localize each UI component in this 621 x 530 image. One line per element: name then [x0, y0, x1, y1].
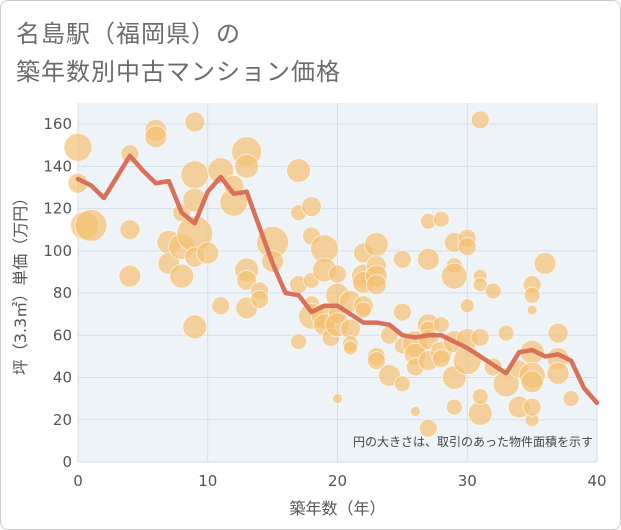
bubble-point: [445, 398, 463, 416]
bubble-point: [196, 241, 220, 265]
bubble-point: [562, 390, 580, 408]
bubble-point: [393, 375, 411, 393]
x-tick-label: 40: [587, 472, 606, 490]
x-tick-label: 10: [198, 472, 217, 490]
bubble-point: [119, 219, 141, 241]
x-axis-title: 築年数（年）: [289, 499, 385, 518]
bubble-point: [457, 237, 477, 257]
bubble-point: [169, 263, 195, 289]
bubble-point: [392, 249, 412, 269]
bubble-point: [211, 296, 231, 316]
bubble-point: [342, 340, 358, 356]
chart-title-line2: 築年数別中古マンション価格: [16, 58, 341, 86]
y-tick-labels: 0 20 40 60 80 100 120 140 160: [43, 115, 72, 471]
bubble-point: [63, 132, 93, 162]
bubble-point: [207, 157, 235, 185]
x-tick-label: 0: [73, 472, 83, 490]
bubble-point: [546, 361, 570, 385]
bubble-point: [452, 346, 482, 376]
bubble-point: [184, 111, 206, 133]
bubble-point: [526, 304, 538, 316]
bubble-point: [431, 349, 451, 369]
bubble-point: [365, 274, 387, 296]
bubble-point: [497, 324, 515, 342]
y-tick-label: 100: [43, 242, 72, 260]
bubble-point: [470, 110, 490, 130]
y-tick-label: 40: [53, 369, 72, 387]
bubble-point: [236, 269, 258, 291]
bubble-point: [522, 397, 542, 417]
bubble-point: [144, 125, 168, 149]
y-tick-label: 160: [43, 115, 72, 133]
y-tick-label: 80: [53, 284, 72, 302]
bubble-point: [301, 195, 323, 217]
bubble-point: [471, 388, 489, 406]
bubble-point: [409, 405, 421, 417]
bubble-point: [366, 351, 386, 371]
bubble-point: [234, 153, 260, 179]
bubble-point: [74, 208, 108, 242]
x-tick-label: 30: [458, 472, 477, 490]
bubble-point: [418, 418, 438, 438]
bubble-point: [392, 302, 412, 322]
bubble-point: [432, 210, 450, 228]
x-tick-label: 20: [328, 472, 347, 490]
bubble-point: [484, 282, 502, 300]
bubble-point: [470, 327, 490, 347]
bubble-point: [286, 158, 312, 184]
y-axis-title: 坪（3.3㎡）単価（万円）: [11, 190, 30, 375]
bubble-point: [533, 251, 557, 275]
bubble-point: [290, 333, 308, 351]
bubble-point: [547, 322, 569, 344]
bubble-point: [523, 286, 541, 304]
trend-line: [75, 153, 600, 406]
chart-title-line1: 名島駅（福岡県）の: [16, 20, 241, 48]
bubble-point: [118, 264, 142, 288]
bubble-size-note: 円の大きさは、取引のあった物件面積を示す: [353, 434, 593, 449]
bubble-point: [459, 298, 475, 314]
y-tick-label: 0: [62, 453, 72, 471]
bubble-point: [354, 301, 372, 319]
bubble-point: [432, 316, 450, 334]
bubble-point: [180, 160, 210, 190]
bubble-point: [250, 289, 270, 309]
bubble-point: [472, 277, 488, 293]
x-tick-labels: 0 10 20 30 40: [73, 472, 606, 490]
y-tick-label: 120: [43, 200, 72, 218]
bubble-point: [440, 262, 468, 290]
bubble-point: [416, 247, 440, 271]
bubble-point: [332, 393, 343, 405]
bubble-series: [63, 110, 580, 438]
y-tick-label: 20: [53, 411, 72, 429]
bubble-point: [520, 370, 544, 394]
y-tick-label: 140: [43, 157, 72, 175]
bubble-point: [328, 264, 347, 284]
bubble-point: [363, 231, 389, 257]
y-tick-label: 60: [53, 326, 72, 344]
bubble-point: [182, 314, 208, 340]
